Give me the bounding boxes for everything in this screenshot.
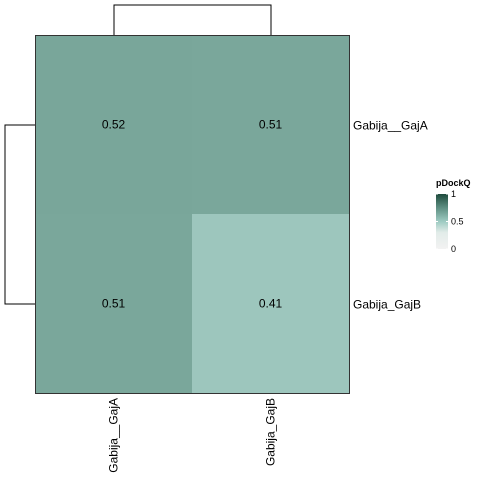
legend-tick-label: 0 (451, 244, 456, 254)
legend-colorbar (436, 194, 448, 249)
heatmap-cell (35, 35, 192, 214)
column-labels: Gabija__GajA Gabija_GajB (107, 398, 278, 473)
cell-value-label: 0.41 (259, 297, 283, 311)
heatmap-cell (35, 214, 192, 393)
cell-value-label: 0.51 (259, 118, 283, 132)
legend-title: pDockQ (436, 178, 471, 188)
column-label: Gabija__GajA (107, 398, 121, 473)
heatmap-cell (192, 35, 349, 214)
cell-value-label: 0.52 (102, 118, 126, 132)
row-labels: Gabija__GajA Gabija_GajB (353, 119, 428, 312)
heatmap-cells (35, 35, 349, 393)
heatmap-border (35, 35, 350, 394)
column-dendrogram (113, 4, 272, 35)
legend-tick-label: 1 (451, 189, 456, 199)
legend: pDockQ 1 0.5 0 (436, 178, 471, 254)
column-label: Gabija_GajB (264, 398, 278, 466)
cell-value-label: 0.51 (102, 297, 126, 311)
heatmap-cell (192, 214, 349, 393)
row-label: Gabija_GajB (353, 298, 421, 312)
legend-tick-label: 0.5 (451, 217, 464, 227)
row-label: Gabija__GajA (353, 119, 428, 133)
heatmap-cell-labels: 0.52 0.51 0.51 0.41 (102, 118, 283, 311)
row-dendrogram (4, 124, 35, 305)
